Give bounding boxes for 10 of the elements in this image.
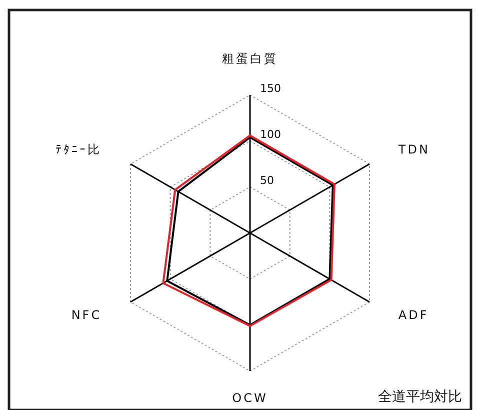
spoke-label: OCW — [232, 390, 268, 405]
spoke-label: NFC — [71, 308, 102, 322]
y-tick-label: 150 — [260, 82, 281, 96]
spoke-label: TDN — [397, 142, 430, 156]
spoke-label: 粗蛋白質 — [222, 52, 278, 66]
text: 全道平均対比 — [378, 388, 462, 405]
y-tick-label: 100 — [260, 128, 281, 142]
y-tick-label: 50 — [260, 174, 274, 188]
spoke-label: ﾃﾀﾆｰ比 — [56, 142, 102, 156]
spoke-label: ADF — [398, 308, 429, 322]
